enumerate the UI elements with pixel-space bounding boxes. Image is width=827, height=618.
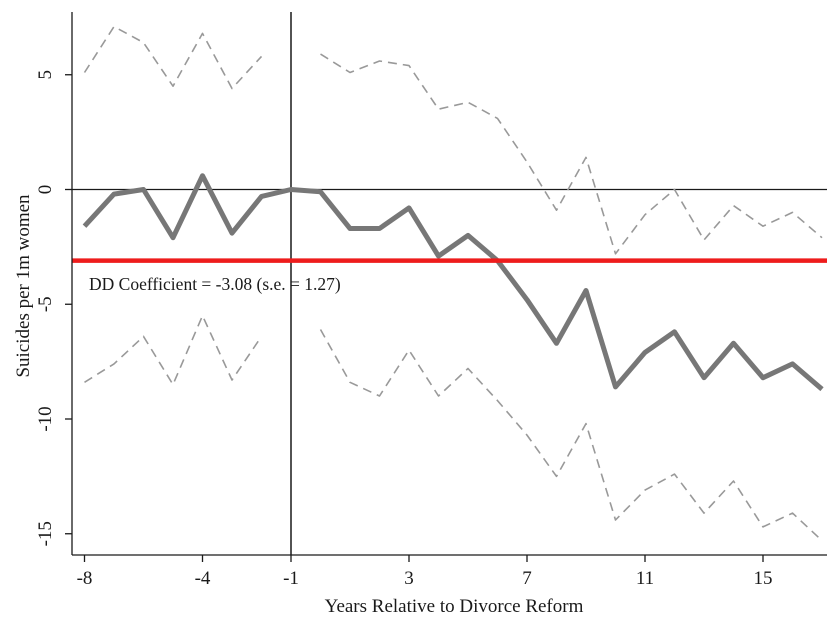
x-tick-label: -1 (283, 568, 299, 589)
axes: 5 0 -5 -10 -15 -8 -4 -1 3 7 11 15 (35, 12, 827, 589)
series-line-estimate (82, 173, 824, 392)
series-line-upper-ci-pre (83, 25, 263, 90)
y-axis-label: Suicides per 1m women (13, 194, 34, 378)
x-tick-label: 15 (754, 568, 773, 589)
series-line-lower-ci-pre (84, 314, 263, 386)
dd-annotation: DD Coefficient = -3.08 (s.e. = 1.27) (89, 274, 341, 294)
y-tick-label: -15 (35, 521, 56, 546)
series-line-lower-ci-post (319, 329, 823, 542)
y-tick-label: -5 (35, 296, 56, 312)
x-tick-label: 3 (404, 568, 414, 589)
y-tick-label: -10 (35, 406, 56, 431)
x-tick-label: -8 (77, 568, 93, 589)
series-layer (72, 25, 827, 542)
y-tick-label: 0 (35, 185, 56, 195)
x-tick-label: 7 (522, 568, 532, 589)
series-line-upper-ci-post (320, 53, 823, 255)
x-axis-label: Years Relative to Divorce Reform (325, 596, 584, 617)
y-tick-label: 5 (35, 70, 56, 80)
x-tick-label: -4 (195, 568, 211, 589)
x-tick-label: 11 (636, 568, 654, 589)
